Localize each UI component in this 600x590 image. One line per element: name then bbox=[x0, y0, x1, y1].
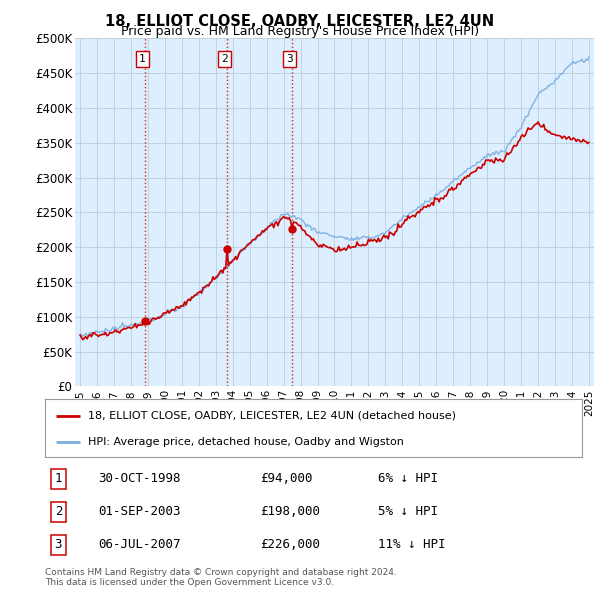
Text: 1: 1 bbox=[139, 54, 146, 64]
Text: 2: 2 bbox=[221, 54, 228, 64]
Text: £198,000: £198,000 bbox=[260, 505, 320, 519]
Text: 3: 3 bbox=[55, 538, 62, 552]
Text: 06-JUL-2007: 06-JUL-2007 bbox=[98, 538, 181, 552]
Text: 5% ↓ HPI: 5% ↓ HPI bbox=[378, 505, 438, 519]
Text: Price paid vs. HM Land Registry's House Price Index (HPI): Price paid vs. HM Land Registry's House … bbox=[121, 25, 479, 38]
Text: 6% ↓ HPI: 6% ↓ HPI bbox=[378, 472, 438, 486]
Text: 2: 2 bbox=[55, 505, 62, 519]
Text: Contains HM Land Registry data © Crown copyright and database right 2024.
This d: Contains HM Land Registry data © Crown c… bbox=[45, 568, 397, 587]
Text: 1: 1 bbox=[55, 472, 62, 486]
Text: HPI: Average price, detached house, Oadby and Wigston: HPI: Average price, detached house, Oadb… bbox=[88, 437, 404, 447]
Text: £226,000: £226,000 bbox=[260, 538, 320, 552]
Text: 3: 3 bbox=[286, 54, 293, 64]
Text: 18, ELLIOT CLOSE, OADBY, LEICESTER, LE2 4UN (detached house): 18, ELLIOT CLOSE, OADBY, LEICESTER, LE2 … bbox=[88, 411, 456, 421]
Text: 30-OCT-1998: 30-OCT-1998 bbox=[98, 472, 181, 486]
Text: 11% ↓ HPI: 11% ↓ HPI bbox=[378, 538, 445, 552]
Text: 01-SEP-2003: 01-SEP-2003 bbox=[98, 505, 181, 519]
Text: 18, ELLIOT CLOSE, OADBY, LEICESTER, LE2 4UN: 18, ELLIOT CLOSE, OADBY, LEICESTER, LE2 … bbox=[106, 14, 494, 29]
Text: £94,000: £94,000 bbox=[260, 472, 313, 486]
